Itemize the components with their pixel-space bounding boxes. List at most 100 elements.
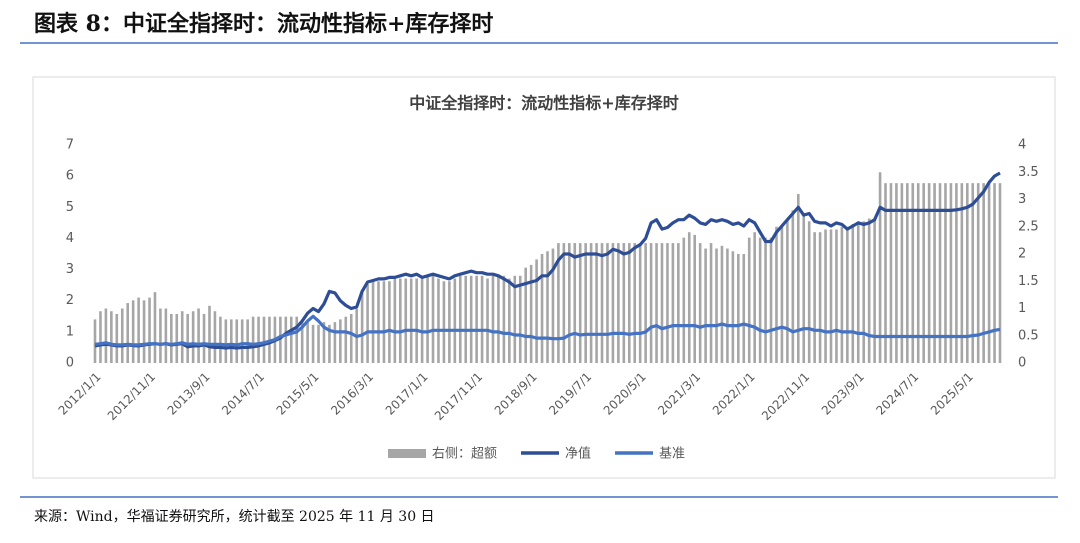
bar (442, 281, 446, 363)
bar (753, 232, 756, 363)
y2-tick-label: 2.5 (1018, 219, 1039, 234)
x-tick-label: 2018/9/1 (492, 370, 540, 418)
bar (524, 267, 527, 363)
bar (584, 243, 587, 363)
bar (627, 243, 631, 363)
bar (796, 194, 800, 363)
bar (889, 183, 893, 363)
bar (311, 324, 315, 363)
y-tick-label: 3 (66, 262, 74, 277)
bar (644, 243, 647, 363)
bar (764, 237, 767, 363)
bar (622, 243, 626, 363)
bar (246, 319, 249, 363)
bar (475, 275, 478, 363)
bar (677, 243, 680, 363)
bar (938, 183, 942, 363)
bar (333, 322, 337, 363)
bar (786, 221, 789, 363)
x-tick-label: 2022/11/1 (759, 370, 812, 423)
bar (775, 226, 778, 363)
legend-label: 净值 (565, 446, 591, 462)
bar (388, 281, 391, 363)
bar (377, 281, 380, 363)
bar (873, 218, 876, 363)
y-tick-label: 0 (66, 356, 74, 371)
bar (458, 275, 462, 363)
bar (371, 281, 375, 363)
bar (240, 319, 244, 363)
y2-tick-label: 4 (1018, 138, 1026, 153)
bar (300, 319, 304, 363)
legend-label: 基准 (659, 447, 685, 462)
bar (229, 319, 233, 363)
bar (698, 243, 702, 363)
x-tick-label: 2017/11/1 (432, 370, 485, 423)
bar (704, 248, 707, 363)
bar (595, 243, 598, 363)
bar (235, 319, 239, 363)
bar (497, 275, 500, 363)
bar (671, 243, 675, 363)
bar (666, 243, 669, 363)
x-tick-label: 2025/5/1 (928, 370, 976, 418)
x-tick-label: 2015/5/1 (274, 370, 322, 418)
bar (982, 183, 985, 363)
bar (104, 308, 108, 363)
bar (758, 237, 762, 363)
x-tick-label: 2016/3/1 (328, 370, 376, 418)
bar (600, 243, 604, 363)
bar (971, 183, 975, 363)
bar (191, 311, 195, 363)
x-tick-label: 2017/1/1 (383, 370, 431, 418)
bar (262, 316, 266, 363)
bar (687, 232, 691, 363)
bar (164, 308, 168, 363)
bar (895, 183, 898, 363)
bar (611, 243, 615, 363)
bar (131, 300, 135, 363)
bar (551, 248, 555, 363)
bar (742, 254, 746, 363)
bar (568, 243, 571, 363)
bar (851, 224, 855, 363)
bar (224, 319, 228, 363)
bar (126, 303, 130, 363)
bar (927, 183, 931, 363)
chart-frame (32, 76, 1056, 479)
bar (829, 229, 833, 363)
bar (998, 183, 1002, 363)
bar (562, 243, 566, 363)
bar (453, 278, 457, 363)
bar (911, 183, 915, 363)
y2-tick-label: 0 (1018, 356, 1026, 371)
y-tick-label: 7 (66, 138, 74, 153)
bar (933, 183, 936, 363)
bar (862, 221, 866, 363)
bar (93, 319, 97, 363)
x-tick-label: 2014/7/1 (219, 370, 267, 418)
bar (208, 305, 211, 363)
bar (944, 183, 947, 363)
bar (518, 275, 522, 363)
bar (491, 275, 495, 363)
bar (448, 281, 451, 363)
bar (617, 243, 620, 363)
bar (502, 275, 506, 363)
bar (349, 313, 353, 363)
bar (906, 183, 909, 363)
y2-tick-label: 1 (1018, 301, 1026, 316)
bar (486, 278, 489, 363)
bar (900, 183, 904, 363)
bar (159, 308, 162, 363)
bar (878, 172, 882, 363)
bar (110, 311, 113, 363)
y-tick-label: 1 (66, 324, 74, 339)
bar (976, 183, 980, 363)
bar (780, 226, 784, 363)
y2-tick-label: 1.5 (1018, 274, 1039, 289)
bar (513, 275, 517, 363)
bar (916, 183, 920, 363)
bar (148, 297, 151, 363)
